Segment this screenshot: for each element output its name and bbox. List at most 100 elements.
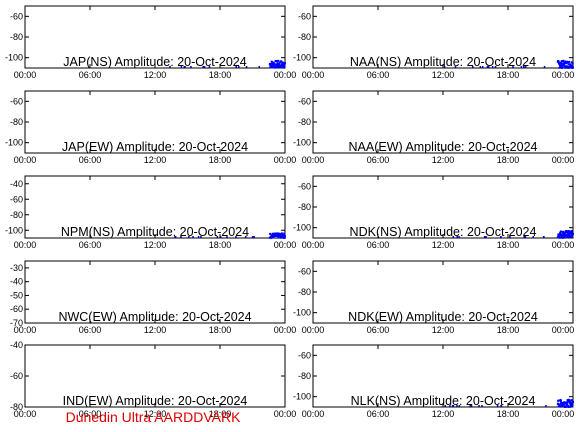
y-tick-label: -80: [298, 371, 311, 381]
data-point: [481, 66, 484, 68]
x-tick-label: 12:00: [144, 155, 167, 165]
y-tick-label: -60: [10, 11, 23, 21]
data-point: [543, 236, 545, 238]
data-point: [283, 64, 286, 67]
y-tick-label: -60: [10, 96, 23, 106]
data-point: [472, 66, 474, 68]
x-tick-label: 00:00: [274, 70, 297, 80]
chart-panel-5: -60 -80 -100 00:00 06:00 12:00 18:00 00:00 NDK(N…: [293, 175, 574, 250]
y-tick-label: -40: [10, 277, 23, 287]
x-tick-label: 18:00: [497, 70, 520, 80]
data-point: [272, 63, 275, 66]
x-tick-label: 00:00: [302, 70, 325, 80]
data-point: [245, 66, 248, 68]
x-tick-label: 18:00: [209, 240, 232, 250]
x-tick-label: 12:00: [432, 70, 455, 80]
y-tick-label: -60: [298, 350, 311, 360]
data-point: [283, 66, 286, 69]
x-tick-label: 06:00: [79, 70, 102, 80]
data-point: [169, 66, 171, 68]
data-point: [271, 64, 274, 67]
data-point: [571, 62, 574, 65]
data-point: [235, 66, 237, 68]
chart-title: NAA(EW) Amplitude: 20-Oct-2024: [349, 140, 538, 154]
data-point: [562, 404, 565, 407]
x-tick-label: 00:00: [274, 240, 297, 250]
data-point: [561, 230, 564, 233]
data-point: [272, 235, 275, 238]
data-point: [481, 405, 483, 407]
data-point: [270, 60, 273, 63]
x-tick-label: 18:00: [497, 325, 520, 335]
data-point: [269, 232, 272, 235]
x-tick-label: 00:00: [552, 70, 575, 80]
y-tick-label: -50: [10, 290, 23, 300]
data-point: [568, 400, 571, 403]
data-point: [479, 66, 482, 68]
data-point: [562, 233, 565, 236]
data-point: [559, 403, 562, 406]
data-point: [208, 66, 211, 68]
x-tick-label: 06:00: [79, 155, 102, 165]
data-point: [559, 65, 562, 68]
data-point: [564, 60, 567, 63]
x-tick-label: 18:00: [209, 325, 232, 335]
data-point: [561, 66, 564, 69]
data-point: [559, 230, 562, 233]
y-tick-label: -40: [10, 340, 23, 350]
data-point: [569, 66, 572, 69]
data-point: [496, 405, 499, 407]
x-tick-label: 06:00: [367, 240, 390, 250]
data-point: [443, 66, 446, 68]
data-point: [509, 236, 511, 238]
x-tick-label: 00:00: [552, 409, 575, 419]
data-point: [272, 66, 275, 69]
data-point: [273, 63, 276, 66]
data-point: [560, 66, 563, 69]
data-point: [559, 232, 562, 235]
data-point: [545, 405, 547, 407]
x-tick-label: 12:00: [432, 325, 455, 335]
data-point: [278, 63, 281, 66]
data-point: [563, 63, 566, 66]
data-point: [280, 60, 283, 63]
x-tick-label: 18:00: [209, 155, 232, 165]
x-tick-label: 00:00: [302, 325, 325, 335]
data-point: [559, 398, 562, 401]
data-point: [279, 66, 282, 69]
data-point: [568, 60, 571, 63]
data-point: [277, 236, 280, 239]
data-point: [559, 400, 562, 403]
data-point: [567, 404, 570, 407]
data-point: [572, 232, 574, 235]
data-point: [572, 400, 574, 403]
x-tick-label: 06:00: [367, 409, 390, 419]
data-point: [563, 401, 566, 404]
y-tick-label: -60: [298, 266, 311, 276]
data-point: [478, 405, 480, 407]
data-point: [564, 235, 567, 238]
data-point: [452, 405, 455, 407]
x-tick-label: 12:00: [432, 240, 455, 250]
data-point: [562, 236, 565, 239]
data-point: [219, 236, 222, 238]
data-point: [523, 236, 526, 238]
y-tick-label: -100: [293, 53, 311, 63]
data-point: [500, 405, 502, 407]
x-tick-label: 12:00: [432, 155, 455, 165]
x-tick-label: 06:00: [367, 70, 390, 80]
data-point: [565, 231, 568, 234]
chart-panel-7: -60 -80 -100 00:00 06:00 12:00 18:00 00:00 NDK(E…: [293, 260, 574, 335]
data-point: [238, 66, 240, 68]
chart-panel-9: -60 -80 -100 00:00 06:00 12:00 18:00 00:00 NLK(N…: [293, 344, 575, 419]
chart-title: IND(EW) Amplitude: 20-Oct-2024: [63, 394, 248, 408]
chart-title: JAP(NS) Amplitude: 20-Oct-2024: [63, 55, 246, 69]
y-tick-label: -80: [10, 402, 23, 412]
data-point: [277, 59, 280, 62]
data-point: [491, 66, 494, 68]
x-tick-label: 00:00: [302, 155, 325, 165]
data-point: [283, 236, 286, 239]
y-tick-label: -80: [298, 202, 311, 212]
data-point: [454, 66, 457, 68]
